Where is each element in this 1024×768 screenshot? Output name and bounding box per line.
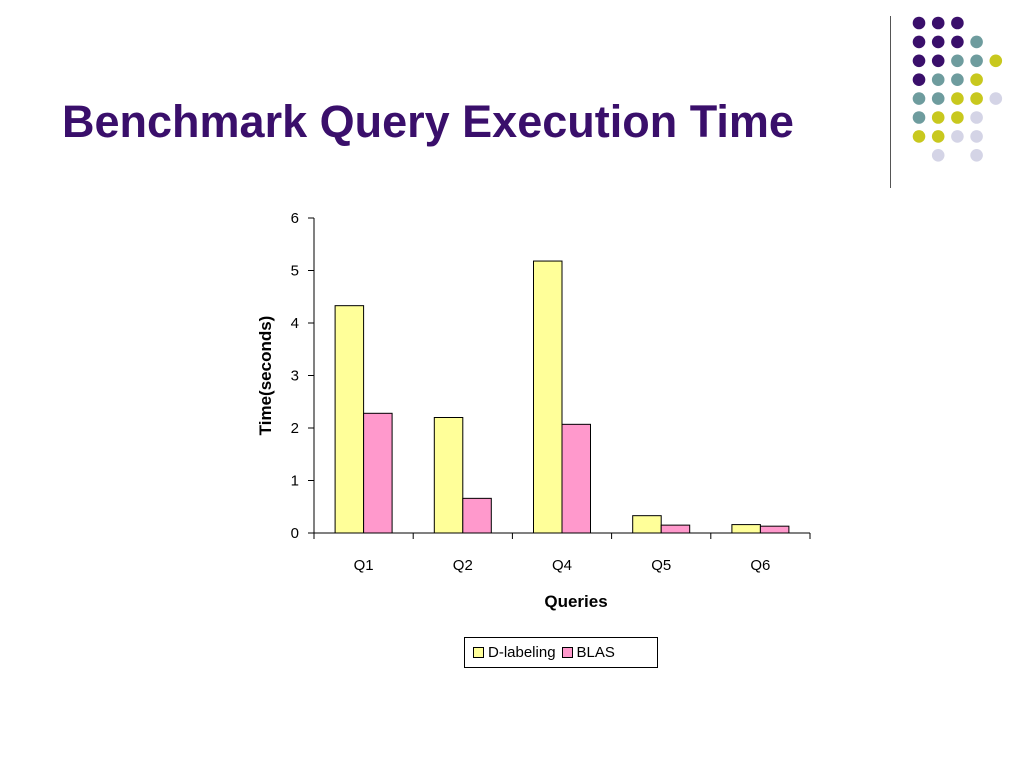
decorative-dot	[970, 35, 983, 49]
bar-chart: Q1 Q2 Q4 Q5 Q6 0 1 2 3 4 5 6 Queries Time(seconds)	[256, 210, 811, 611]
decorative-dot	[931, 35, 945, 49]
decorative-dot	[931, 92, 945, 105]
decorative-dot	[970, 130, 983, 143]
slide-title: Benchmark Query Execution Time	[62, 96, 794, 147]
decorative-dot	[931, 54, 945, 68]
decorative-dot	[989, 54, 1003, 68]
decorative-dot	[951, 73, 964, 86]
y-tick-label: 1	[291, 473, 299, 490]
y-tick-label: 4	[291, 315, 299, 332]
x-tick-label: Q6	[750, 557, 770, 574]
decorative-dot	[970, 73, 983, 86]
decorative-dot	[931, 16, 945, 30]
x-tick-label: Q2	[453, 557, 473, 574]
bar-d-labeling-q4	[533, 260, 563, 534]
decorative-dot	[912, 54, 926, 68]
decorative-dot	[912, 130, 926, 143]
legend-item-d-labeling: D-labeling	[473, 644, 556, 661]
y-tick-label: 2	[291, 420, 299, 437]
y-axis-title: Time(seconds)	[256, 316, 275, 436]
decorative-dot	[931, 149, 945, 162]
decorative-dot	[970, 92, 983, 105]
decorative-dot	[912, 73, 926, 86]
decorative-dot	[931, 111, 945, 124]
decorative-dot	[970, 54, 983, 68]
decorative-dot	[912, 35, 926, 49]
x-axis-title: Queries	[544, 592, 607, 611]
bar-d-labeling-q5	[632, 515, 662, 534]
legend-label-blas: BLAS	[576, 644, 615, 661]
x-tick-label: Q1	[354, 557, 374, 574]
bar-d-labeling-q1	[334, 305, 365, 534]
decorative-dot	[912, 16, 926, 30]
legend-label-d-labeling: D-labeling	[488, 644, 556, 661]
bar-blas-q4	[561, 423, 591, 534]
bar-d-labeling-q2	[433, 417, 464, 534]
bar-blas-q6	[759, 525, 790, 534]
y-tick-label: 5	[291, 263, 299, 280]
decorative-dot	[951, 16, 964, 30]
x-tick-label: Q5	[651, 557, 671, 574]
decorative-dot	[912, 111, 926, 124]
decorative-dot	[951, 92, 964, 105]
decorative-dot	[951, 35, 964, 49]
bar-d-labeling-q6	[731, 524, 761, 534]
decorative-dot	[970, 111, 983, 124]
bar-blas-q1	[363, 412, 393, 534]
legend-swatch-blas	[561, 647, 573, 658]
decorative-dot-grid	[912, 16, 1003, 162]
decorative-dot	[912, 92, 926, 105]
decorative-dot	[951, 54, 964, 68]
decorative-dot	[970, 149, 983, 162]
legend-swatch-d-labeling	[473, 647, 484, 658]
decorative-dot	[951, 130, 964, 143]
bar-blas-q2	[462, 497, 492, 534]
decorative-dot	[951, 111, 964, 124]
chart-legend: D-labeling BLAS	[464, 637, 658, 668]
y-tick-label: 3	[291, 368, 299, 385]
legend-item-blas: BLAS	[561, 644, 615, 661]
x-tick-label: Q4	[552, 557, 572, 574]
y-tick-label: 0	[291, 525, 299, 542]
decorative-dot	[931, 73, 945, 86]
bar-blas-q5	[660, 524, 691, 534]
title-divider-line	[890, 16, 891, 188]
decorative-dot	[989, 92, 1003, 105]
y-tick-label: 6	[291, 210, 299, 227]
decorative-dot	[931, 130, 945, 143]
